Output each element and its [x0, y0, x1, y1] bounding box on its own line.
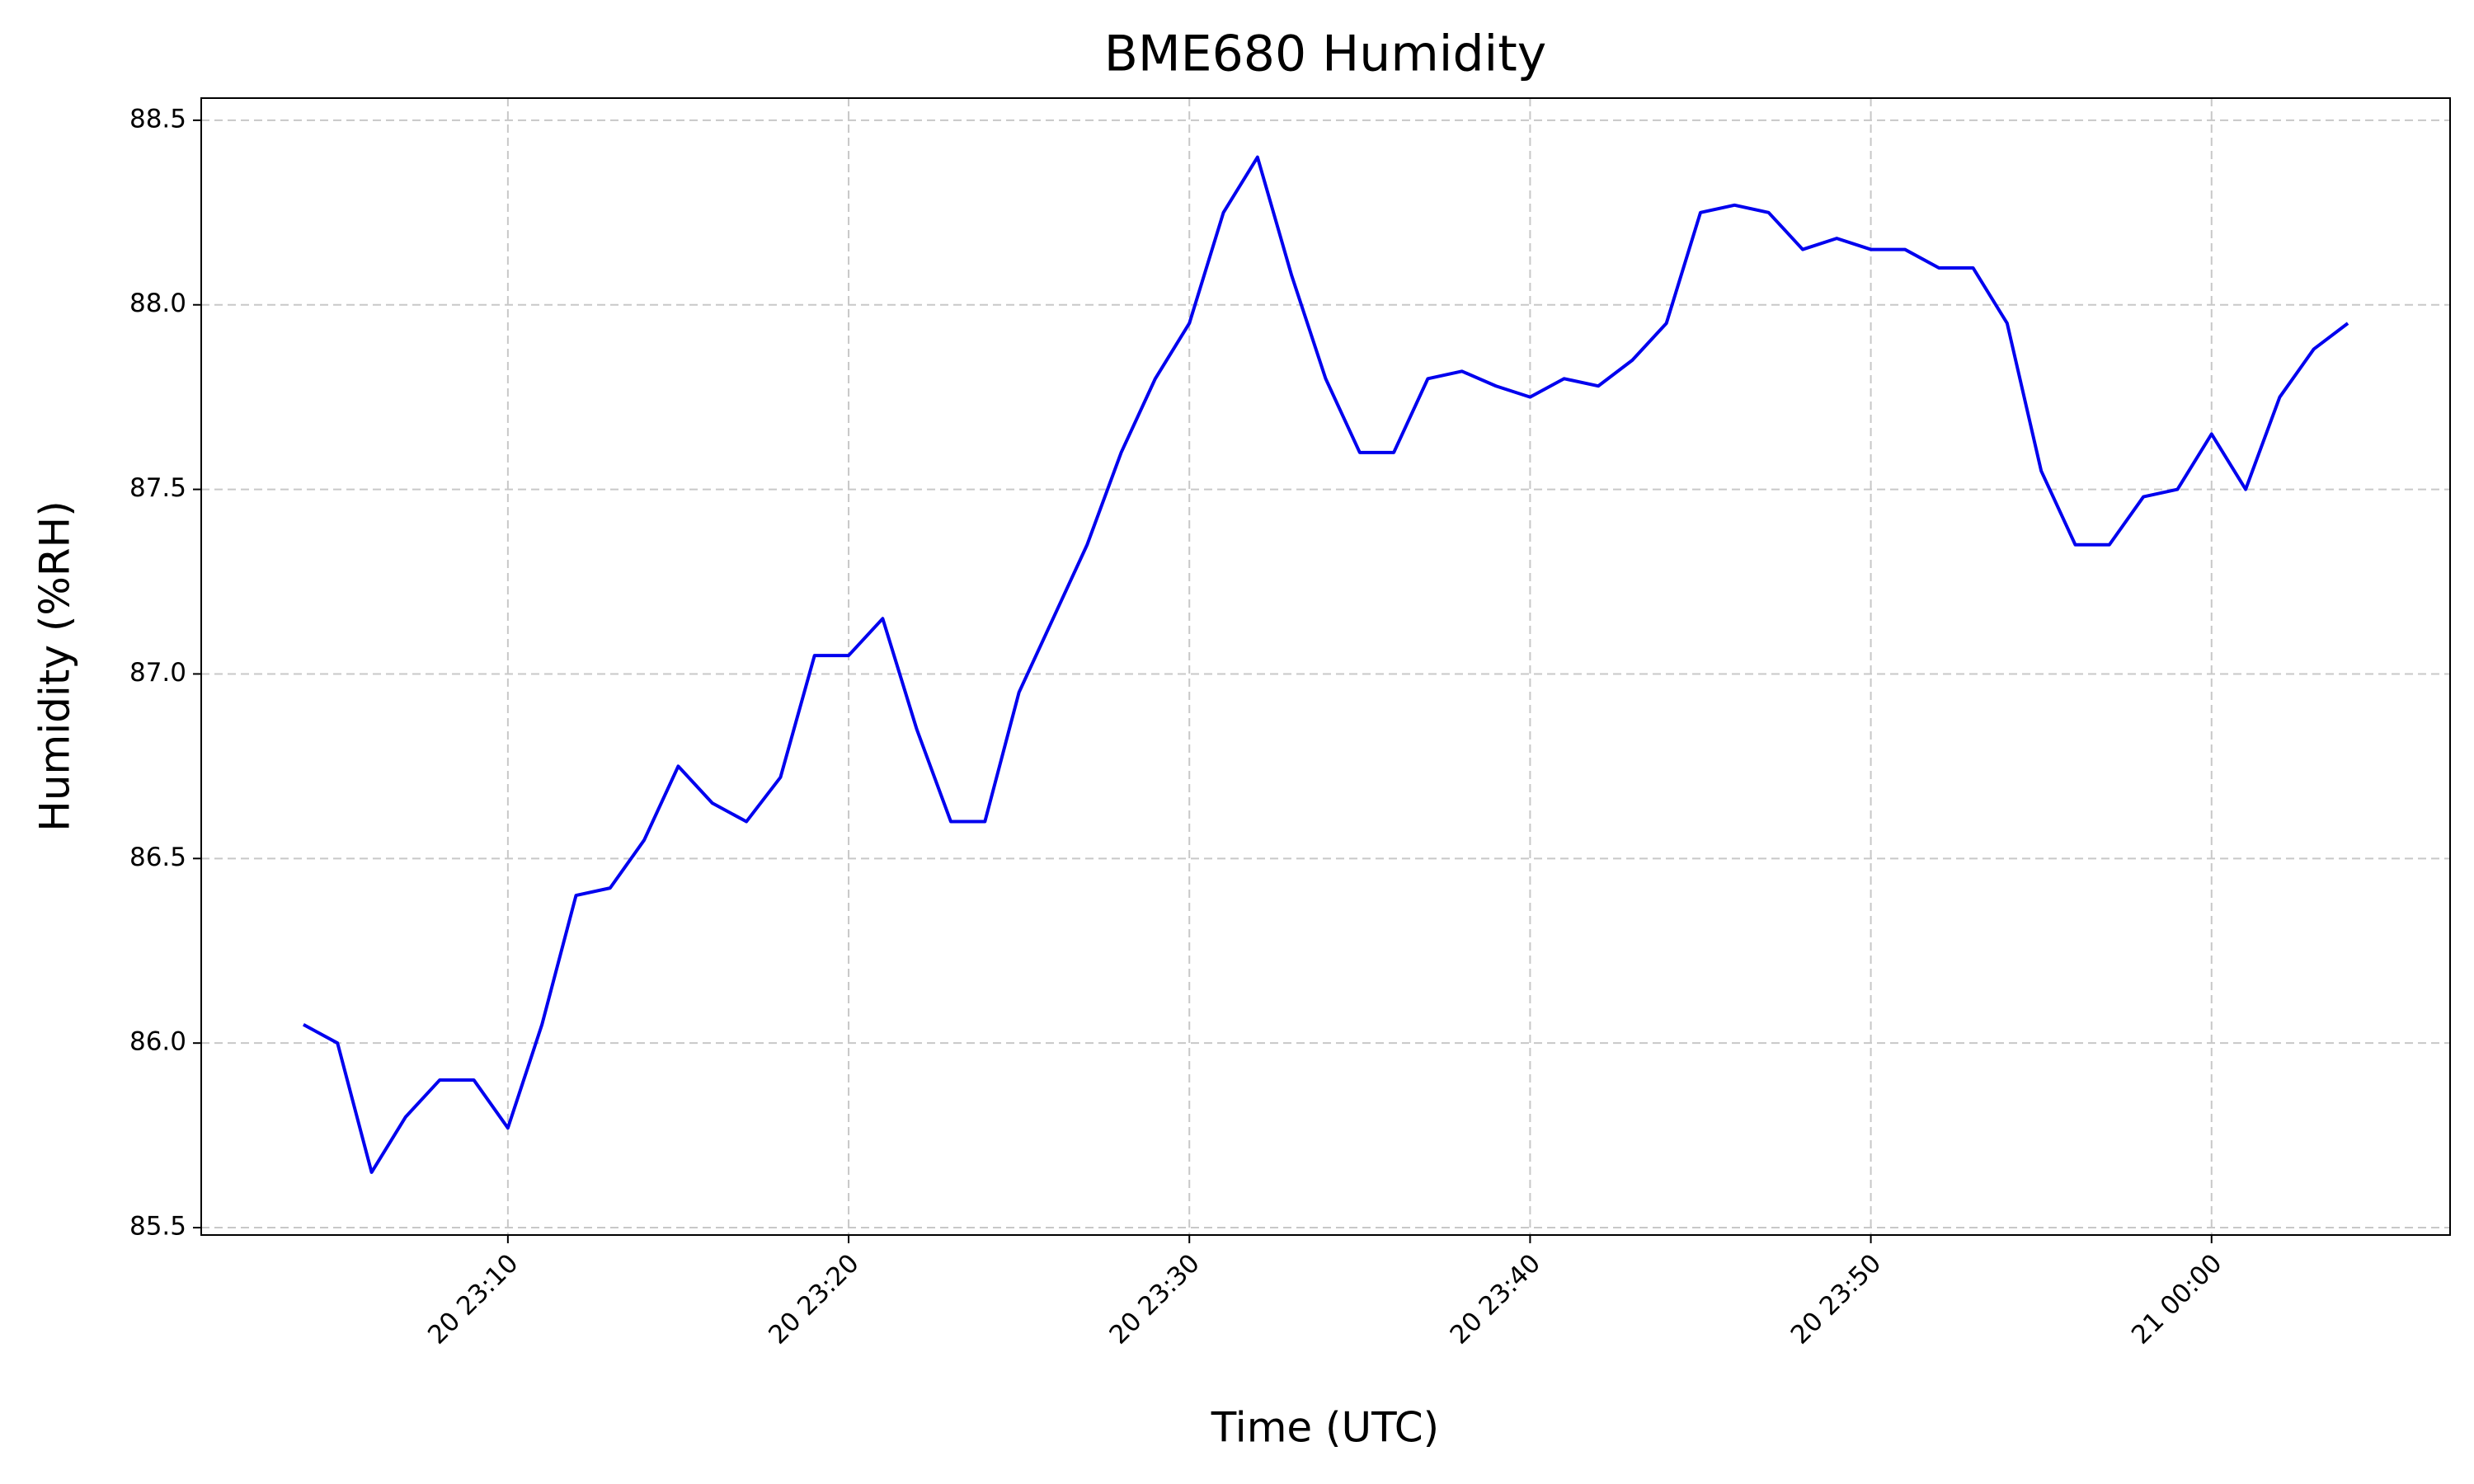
- y-tick-label: 86.5: [129, 843, 186, 872]
- x-axis-label: Time (UTC): [1211, 1404, 1439, 1452]
- y-axis-label: Humidity (%RH): [31, 500, 79, 831]
- y-tick-label: 86.0: [129, 1027, 186, 1057]
- x-tick-label: 20 23:30: [1103, 1248, 1205, 1350]
- y-tick-label: 88.5: [129, 104, 186, 134]
- plot-frame: [200, 97, 2451, 1236]
- data-line: [302, 155, 2349, 1174]
- x-tick-label: 20 23:40: [1445, 1248, 1546, 1350]
- x-tick-label: 20 23:50: [1785, 1248, 1887, 1350]
- x-tick-label: 21 00:00: [2126, 1248, 2227, 1350]
- y-tick-label: 85.5: [129, 1212, 186, 1242]
- chart-title: BME680 Humidity: [1104, 26, 1546, 83]
- y-tick-label: 88.0: [129, 289, 186, 318]
- y-tick-label: 87.5: [129, 473, 186, 503]
- x-tick-label: 20 23:20: [763, 1248, 864, 1350]
- y-tick-label: 87.0: [129, 658, 186, 688]
- x-tick-label: 20 23:10: [422, 1248, 524, 1350]
